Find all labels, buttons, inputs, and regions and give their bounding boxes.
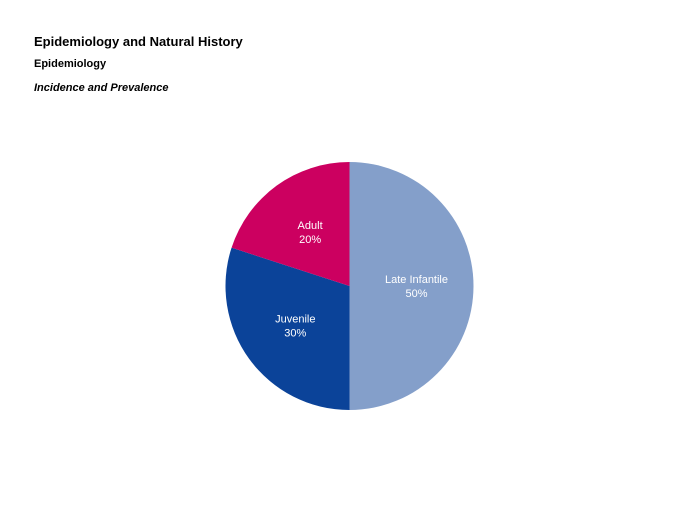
section-title: Epidemiology [34, 58, 107, 70]
subsection-title: Incidence and Prevalence [34, 82, 169, 94]
pie-slices [225, 162, 474, 410]
pie-slice-late-infantile [349, 162, 474, 410]
slice-value-late-infantile: 50% [405, 288, 427, 300]
page-title: Epidemiology and Natural History [34, 34, 243, 49]
pie-labels: Late Infantile 50% Juvenile 30% Adult 20% [275, 220, 448, 340]
slice-value-juvenile: 30% [284, 327, 306, 339]
slice-label-late-infantile: Late Infantile [385, 274, 448, 286]
slice-value-adult: 20% [299, 234, 321, 246]
pie-slice-adult [231, 162, 350, 286]
pie-slice-juvenile [225, 247, 350, 410]
slice-label-juvenile: Juvenile [275, 313, 315, 325]
slice-label-adult: Adult [298, 220, 323, 232]
